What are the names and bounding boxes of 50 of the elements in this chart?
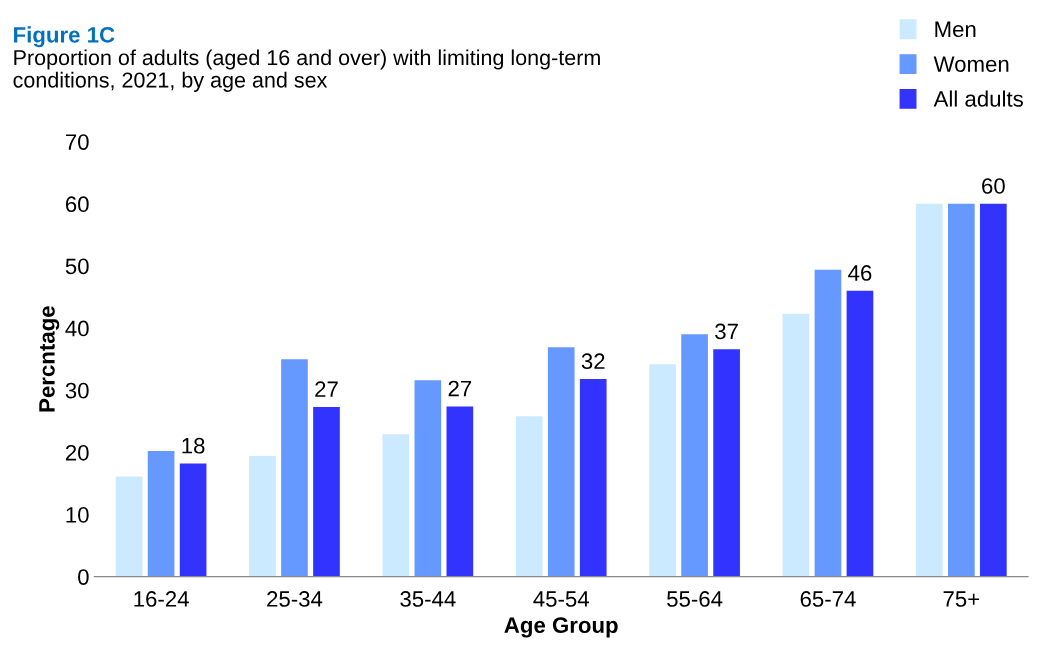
bar: [915, 203, 943, 577]
bar: [980, 203, 1007, 577]
y-tick-label: 10: [66, 507, 89, 523]
x-axis-title: Age Group: [504, 617, 618, 638]
bar: [515, 416, 543, 577]
bar: [547, 347, 575, 577]
bar: [414, 380, 442, 577]
x-tick-label: 75+: [943, 591, 980, 607]
bar: [313, 407, 340, 577]
bar: [446, 406, 474, 577]
y-tick-label: 50: [65, 258, 89, 275]
bar: [649, 364, 676, 577]
bar: [948, 203, 975, 577]
bar: [814, 269, 842, 577]
bar: [249, 456, 276, 577]
bar: [681, 334, 708, 577]
x-tick-label: 65-74: [800, 591, 856, 607]
y-tick-label: 40: [65, 320, 89, 337]
data-label: 27: [315, 381, 338, 397]
y-tick-label: 20: [65, 444, 89, 461]
y-tick-label: 70: [65, 134, 89, 150]
legend-label: Women: [933, 56, 1009, 72]
bar: [382, 434, 410, 577]
x-tick-label: 25-34: [267, 591, 323, 607]
data-label: 60: [982, 178, 1005, 194]
y-tick-label: 0: [78, 569, 89, 585]
bar: [713, 349, 740, 577]
y-tick-label: 60: [65, 196, 89, 213]
legend-label: Men: [935, 21, 976, 38]
y-tick-label: 30: [65, 382, 89, 399]
chart-title: Figure 1C: [14, 26, 115, 48]
data-label: 32: [581, 353, 605, 370]
chart-subtitle: Proportion of adults (aged 16 and over) with limiting long-term conditions, 2021, by age and sex: [13, 49, 600, 92]
x-tick-label: 35-44: [400, 591, 456, 607]
bar: [115, 476, 143, 577]
data-label: 27: [448, 380, 472, 397]
bar: [846, 290, 874, 577]
y-axis-title: Percntage: [39, 306, 60, 412]
legend-label: All adults: [933, 90, 1023, 107]
x-tick-label: 55-64: [667, 591, 723, 607]
x-tick-label: 16-24: [134, 591, 189, 607]
bar: [179, 463, 207, 577]
bar: [579, 379, 607, 577]
bar: [782, 313, 810, 577]
bar: [281, 359, 308, 577]
data-label: 46: [848, 265, 872, 281]
x-tick-label: 45-54: [533, 591, 589, 607]
data-label: 37: [715, 323, 738, 340]
data-label: 18: [182, 437, 205, 454]
bar: [147, 451, 175, 577]
